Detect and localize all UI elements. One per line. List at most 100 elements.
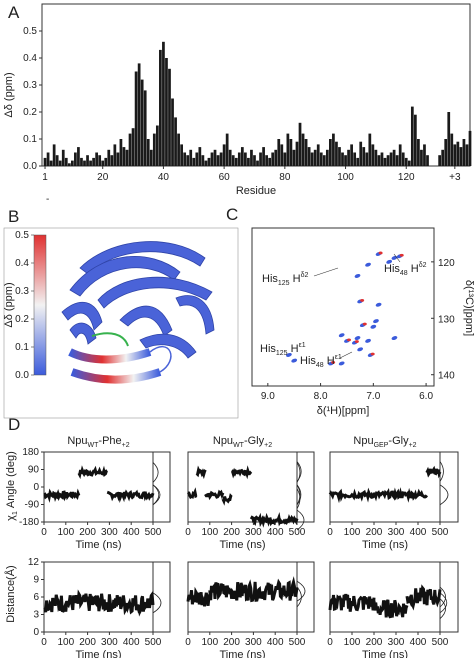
- bar: [140, 79, 144, 166]
- bar: [450, 133, 454, 166]
- bar: [371, 144, 375, 166]
- bar: [344, 155, 347, 166]
- top-x-tick-label: 400: [267, 527, 284, 538]
- panel-c-hsqc: δ(¹H)[ppm] δ(¹³C)[ppm] 9.0 8.0 7.0 6.0 1201…: [251, 227, 474, 417]
- colorbar-tick-label: 0.0: [15, 370, 29, 381]
- top-histogram-frame: [152, 451, 171, 523]
- bar: [228, 149, 232, 166]
- bottom-y-tick-label: 0: [33, 627, 39, 638]
- bar: [213, 149, 217, 166]
- top-trajectory-trace: [187, 487, 198, 500]
- x-tick-label: 60: [219, 172, 231, 183]
- helix-segment-upper: [68, 348, 152, 364]
- bottom-histogram-curve: [439, 598, 446, 619]
- bar: [265, 155, 268, 166]
- peak-red: [354, 340, 359, 343]
- bar: [231, 155, 235, 166]
- bar: [240, 147, 244, 166]
- panel-a-letter: A: [8, 3, 20, 22]
- bar: [380, 152, 384, 166]
- peak-blue: [391, 336, 398, 341]
- panel-c-peaks: [286, 251, 404, 366]
- bottom-x-tick-label: 400: [267, 637, 284, 648]
- bottom-trajectory-trace: [405, 584, 442, 611]
- colorbar-tick-label: 0.4: [15, 258, 29, 269]
- bar: [447, 112, 451, 166]
- top-histogram-frame: [296, 451, 315, 523]
- colorbar-tick-label: 0.5: [15, 230, 29, 241]
- top-x-axis-label: Time (ns): [75, 539, 121, 551]
- bar: [410, 106, 414, 166]
- panel-b-structure: Δδ (ppm) 0.5 0.4 0.3 0.2 0.1 0.0: [3, 227, 239, 419]
- panel-d-title: NpuWT-Gly+2: [213, 435, 272, 449]
- panel-a-dash: -: [46, 194, 49, 205]
- peak-blue: [365, 262, 371, 267]
- top-x-tick-label: 100: [201, 527, 218, 538]
- bar: [237, 152, 241, 166]
- bottom-x-tick-label: 500: [145, 637, 162, 648]
- peak-red: [331, 361, 336, 364]
- bar: [289, 139, 293, 166]
- bar: [283, 152, 287, 166]
- bar: [61, 149, 65, 166]
- panel-d-title: NpuWT-Phe+2: [67, 435, 129, 449]
- bar: [146, 139, 150, 166]
- bottom-histogram-frame: [152, 561, 171, 633]
- top-x-axis-label: Time (ns): [219, 539, 265, 551]
- bottom-trajectory-trace: [372, 599, 409, 619]
- top-histogram-curve: [296, 484, 302, 506]
- bar: [292, 149, 296, 166]
- bar: [256, 160, 259, 166]
- bar: [420, 149, 423, 166]
- peak-leader-his48-he1: [339, 351, 353, 359]
- bottom-x-axis-label: Time (ns): [75, 649, 121, 658]
- bar: [316, 144, 320, 166]
- bar: [162, 41, 165, 166]
- panel-c-yticks: 120 130 140: [431, 258, 455, 382]
- peak-label-his48-hd2: His48 Hδ2: [384, 262, 427, 277]
- bar: [64, 157, 68, 166]
- bar: [280, 144, 284, 166]
- bar: [52, 144, 56, 166]
- bottom-x-tick-label: 500: [432, 637, 449, 648]
- bar: [274, 149, 278, 166]
- bottom-x-tick-label: 400: [123, 637, 140, 648]
- bottom-x-tick-label: 0: [327, 637, 333, 648]
- bar: [359, 141, 363, 166]
- top-trajectory-trace: [249, 512, 299, 528]
- x-tick-label: 20: [97, 172, 109, 183]
- peak-blue: [370, 324, 377, 329]
- bottom-histogram-curve: [152, 592, 162, 614]
- bar: [417, 139, 420, 166]
- bar: [462, 139, 466, 166]
- bar: [383, 157, 387, 166]
- peak-blue: [357, 347, 364, 352]
- peak-blue: [373, 319, 379, 324]
- bar: [234, 157, 238, 166]
- panel-a-xticks: 1 20 40 60 80 100 120 +3: [42, 166, 461, 183]
- bottom-histogram-curve: [439, 592, 448, 614]
- top-x-tick-label: 500: [289, 527, 306, 538]
- bar: [95, 152, 99, 166]
- panel-d-title: NpuGEP-Gly+2: [353, 435, 416, 449]
- bar: [356, 157, 360, 166]
- top-plot-frame: [329, 451, 441, 523]
- bottom-x-tick-label: 300: [245, 637, 262, 648]
- bar: [219, 152, 223, 166]
- bottom-trajectory-trace: [208, 576, 299, 603]
- bar: [74, 152, 77, 166]
- bottom-x-tick-label: 200: [223, 637, 240, 648]
- bar: [286, 133, 290, 166]
- bar: [149, 149, 153, 166]
- bar: [253, 155, 256, 166]
- bar: [137, 63, 141, 166]
- peak-blue: [338, 333, 345, 338]
- top-histogram-curve: [152, 462, 159, 483]
- top-histogram-curve: [296, 509, 305, 531]
- peak-red: [362, 322, 367, 326]
- bar: [107, 149, 111, 166]
- bar: [335, 141, 338, 166]
- bottom-y-tick-label: 9: [33, 575, 39, 586]
